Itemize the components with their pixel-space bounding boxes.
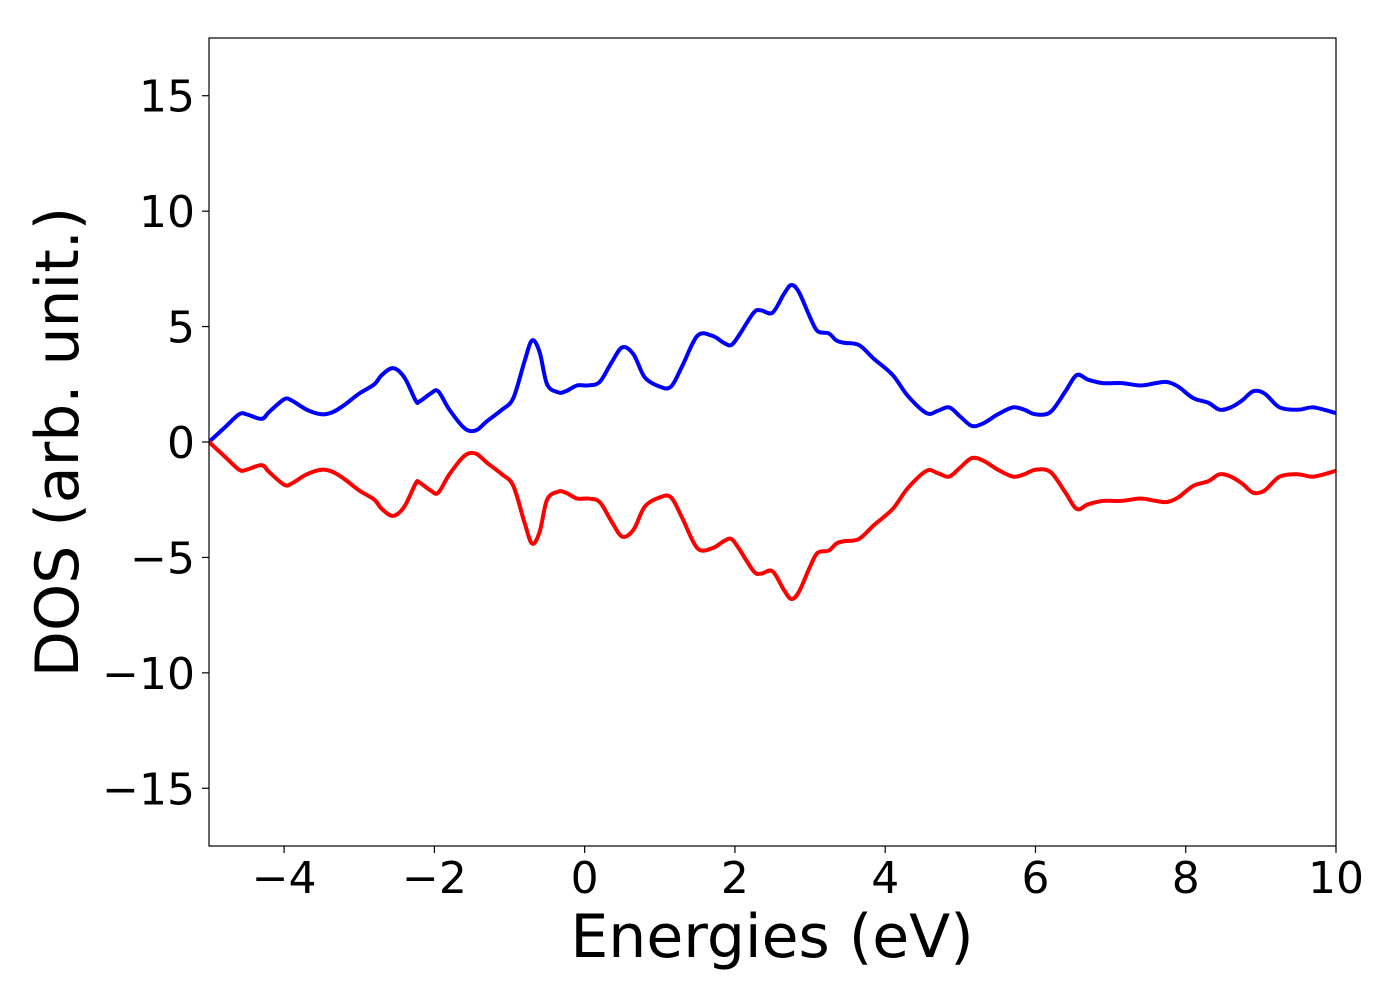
- y-axis-label: DOS (arb. unit.): [23, 207, 93, 677]
- x-tick-label: 6: [1021, 853, 1049, 904]
- series-line-positive: [209, 282, 1336, 444]
- x-tick-label: 2: [721, 853, 749, 904]
- x-tick-label: −4: [252, 853, 317, 904]
- y-tick-label: 10: [139, 187, 195, 238]
- x-axis-label: Energies (eV): [570, 902, 973, 972]
- plot-frame: [208, 37, 1337, 847]
- x-tick-label: 4: [871, 853, 899, 904]
- x-tick-label: 8: [1172, 853, 1200, 904]
- x-tick-label: 10: [1308, 853, 1364, 904]
- y-tick-label: −15: [102, 764, 195, 815]
- y-tick-label: −5: [130, 533, 195, 584]
- y-tick-label: 15: [139, 72, 195, 123]
- series-layer: [209, 282, 1336, 602]
- y-tick-label: 0: [167, 418, 195, 469]
- series-line-negative: [209, 440, 1336, 602]
- y-axis: −15 −10 −5 0 5 10 15: [102, 72, 209, 815]
- x-tick-label: −2: [402, 853, 467, 904]
- x-axis: −4 −2 0 2 4 6 8 10: [252, 846, 1364, 904]
- y-tick-label: 5: [167, 303, 195, 354]
- y-tick-label: −10: [102, 649, 195, 700]
- x-tick-label: 0: [571, 853, 599, 904]
